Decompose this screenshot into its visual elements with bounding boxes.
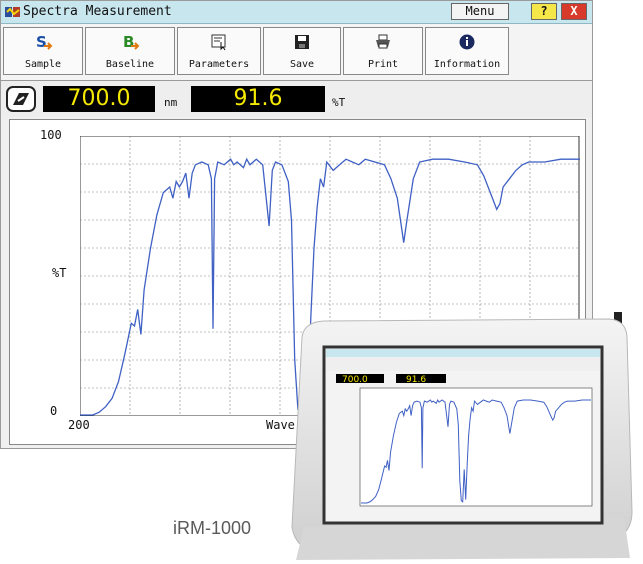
y-tick-bottom: 0 — [50, 404, 58, 418]
spectrum-line — [80, 157, 580, 416]
toolbar: S Sample B Baseline Parameters — [1, 24, 592, 81]
app-icon — [5, 7, 20, 17]
parameters-button[interactable]: Parameters — [177, 27, 261, 75]
baseline-button[interactable]: B Baseline — [85, 27, 175, 75]
y-tick-top: 100 — [40, 128, 62, 142]
measure-mode-icon[interactable] — [6, 86, 36, 112]
parameters-label: Parameters — [188, 59, 250, 70]
information-label: Information — [433, 59, 501, 70]
parameters-icon — [211, 34, 226, 51]
y-axis-label: %T — [52, 266, 67, 280]
sample-icon: S — [36, 33, 53, 51]
wavelength-display: 700.0 — [43, 86, 155, 112]
device-wavelength-display: 700.0 — [342, 375, 368, 385]
baseline-label: Baseline — [105, 59, 155, 70]
print-label: Print — [367, 59, 399, 70]
baseline-icon: B — [123, 33, 140, 51]
info-icon — [459, 34, 475, 50]
transmittance-display: 91.6 — [191, 86, 325, 112]
information-button[interactable]: Information — [425, 27, 509, 75]
save-label: Save — [289, 59, 315, 70]
device-value-display: 91.6 — [406, 375, 426, 385]
svg-text:S: S — [36, 33, 47, 51]
save-button[interactable]: Save — [263, 27, 341, 75]
window-title: Spectra Measurement — [23, 4, 172, 19]
product-caption: iRM-1000 — [173, 518, 252, 538]
device-base — [296, 517, 630, 560]
print-button[interactable]: Print — [343, 27, 423, 75]
print-icon — [376, 34, 390, 49]
spectrum-plot: 100 %T 0 200 Wave — [9, 119, 586, 445]
svg-text:B: B — [123, 33, 134, 51]
save-icon — [295, 35, 309, 49]
spectra-window: Spectra Measurement Menu ? X S Sample B … — [0, 0, 593, 449]
close-icon: X — [570, 4, 578, 18]
menu-button-label: Menu — [465, 4, 495, 18]
transmittance-unit: %T — [332, 96, 346, 109]
wavelength-unit: nm — [164, 96, 178, 109]
help-icon: ? — [540, 4, 548, 18]
x-tick-start: 200 — [68, 418, 90, 432]
menu-button[interactable]: Menu — [451, 3, 509, 20]
help-button[interactable]: ? — [531, 3, 557, 20]
device-spectrum-line — [361, 398, 591, 504]
sample-label: Sample — [24, 59, 62, 70]
readout-bar: 700.0 nm 91.6 %T — [1, 81, 592, 117]
title-bar: Spectra Measurement Menu ? X — [1, 1, 592, 24]
x-axis-label: Wave — [266, 418, 295, 432]
device-photo: 700.0 91.6 — [291, 312, 633, 560]
close-button[interactable]: X — [561, 3, 587, 20]
sample-button[interactable]: S Sample — [3, 27, 83, 75]
